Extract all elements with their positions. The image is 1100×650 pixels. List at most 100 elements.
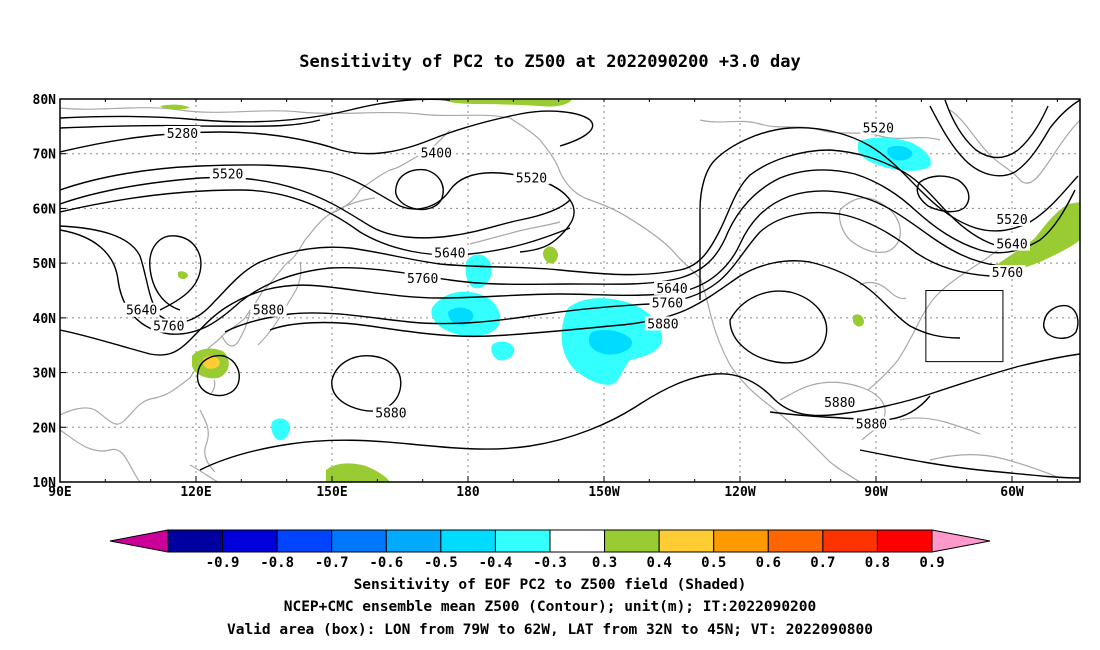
contour-label: 5640	[126, 304, 157, 319]
contour-5400-a	[60, 110, 594, 155]
lon-tick-label: 120E	[180, 485, 211, 500]
contour-label-bg	[994, 236, 1030, 251]
contour-5400-right-b	[944, 99, 1049, 159]
shade-neg-03-small-b	[271, 418, 291, 441]
contour-label: 5520	[996, 213, 1027, 228]
lat-tick-label: 50N	[33, 257, 57, 272]
contour-label: 5520	[516, 171, 547, 186]
contour-label-bg	[989, 264, 1026, 279]
colorbar-segment	[385, 529, 442, 553]
contour-label: 5640	[656, 282, 687, 297]
colorbar-segment	[604, 529, 660, 553]
contour-5280-b	[60, 119, 321, 129]
contour-5880-na	[729, 290, 828, 364]
lon-tick-label: 90E	[48, 485, 71, 500]
coastline-philippines	[199, 409, 216, 473]
contour-5520-taiwan-loop	[196, 354, 240, 397]
coastline-aleutians	[469, 221, 561, 245]
lon-tick-label: 60W	[1000, 485, 1024, 500]
contour-label-bg	[164, 126, 201, 141]
contour-5880-bottom	[859, 449, 1080, 479]
colorbar-tick-label: -0.5	[424, 555, 458, 571]
colorbar-segment	[440, 529, 496, 553]
contour-5280	[60, 99, 451, 123]
colorbar-under-triangle	[109, 529, 169, 553]
lon-tick-label: 120W	[724, 485, 755, 500]
coastline-borneo	[189, 464, 219, 482]
shade-pos-03-arctic-west	[160, 104, 190, 110]
contour-label: 5520	[212, 168, 243, 183]
colorbar-tick-label: 0.8	[865, 555, 890, 571]
colorbar-over-triangle	[931, 529, 991, 553]
colorbar-tick-label: -0.8	[260, 555, 294, 571]
contour-label-bg	[821, 395, 858, 410]
contour-5400-right	[916, 175, 970, 213]
contour-label-bg	[1075, 359, 1080, 374]
contour-label: 5760	[652, 297, 683, 312]
caption-line-2: NCEP+CMC ensemble mean Z500 (Contour); u…	[284, 599, 817, 615]
contour-5400-loop	[394, 168, 444, 211]
contour-label-bg	[853, 416, 890, 431]
coastline-japan	[257, 261, 302, 346]
coastline-great-lakes	[859, 281, 907, 300]
lat-tick-label: 20N	[33, 421, 57, 436]
shade-pos-03-pacific-north	[543, 246, 558, 264]
contour-label-bg	[150, 318, 187, 333]
lat-tick-label: 40N	[33, 312, 57, 327]
contour-5760-a	[60, 190, 1001, 356]
contour-label: 5880	[375, 407, 406, 422]
colorbar-segment	[658, 529, 715, 553]
lat-tick-label: 60N	[33, 202, 57, 217]
contour-5640-b	[60, 169, 1076, 335]
coastline-greenland	[949, 109, 1080, 184]
coastline-hudson-bay	[838, 197, 901, 253]
colorbar-tick-label: -0.7	[315, 555, 349, 571]
colorbar-segment	[494, 529, 551, 553]
figure-title: Sensitivity of PC2 to Z500 at 2022090200…	[299, 52, 801, 72]
contour-label: 5280	[167, 127, 198, 142]
contour-label-bg	[123, 302, 160, 317]
map-grid	[60, 99, 1080, 482]
colorbar-segment	[167, 529, 224, 553]
contour-label: 5400	[421, 147, 452, 162]
coastline-alaska	[509, 117, 701, 279]
coastline-south-america	[929, 454, 1061, 479]
colorbar: -0.9 -0.8 -0.7 -0.6 -0.5 -0.4 -0.3 0.3 0.4 0.5 0.6…	[109, 529, 991, 571]
contour-label: 5880	[1078, 361, 1100, 376]
contour-label-bg	[250, 302, 287, 317]
colorbar-tick-label: 0.9	[919, 555, 944, 571]
map-axes: 90E 120E 150E 180 150W 120W 90W 60W 80N 70N 60N 50N…	[33, 93, 1058, 500]
colorbar-segment	[876, 529, 933, 553]
contour-5400-b	[60, 164, 575, 253]
contour-5520-a	[60, 176, 571, 239]
shade-pos-03-pacific-south	[326, 463, 390, 482]
contour-label-bg	[372, 405, 409, 420]
contour-label-bg	[644, 316, 681, 331]
lon-tick-label: 150E	[316, 485, 347, 500]
contour-label: 5520	[863, 122, 894, 137]
coastline-indochina	[60, 429, 141, 482]
shade-neg-04-dateline	[448, 307, 474, 325]
colorbar-segment	[331, 529, 387, 553]
valid-area-box	[925, 290, 1004, 363]
contour-5880-loop	[331, 355, 402, 412]
contour-label: 5880	[856, 418, 887, 433]
contour-label-bg	[654, 280, 690, 295]
colorbar-tick-label: -0.6	[369, 555, 403, 571]
colorbar-tick-label: 0.6	[756, 555, 781, 571]
contour-label-bg	[404, 271, 441, 286]
map-frame	[59, 98, 1081, 483]
contour-5640-loop	[149, 235, 202, 311]
coastline-taiwan	[209, 379, 216, 396]
contour-label-bg	[994, 211, 1030, 226]
contour-5880-south	[199, 353, 1080, 471]
contour-5880-a	[269, 260, 961, 339]
contour-label-bg	[209, 166, 246, 181]
shade-neg-03-dateline-north	[465, 254, 492, 289]
contour-label: 5880	[647, 317, 678, 332]
colorbar-tick-label: -0.9	[206, 555, 240, 571]
colorbar-segment	[276, 529, 333, 553]
shade-pos-03-small-island	[178, 271, 188, 279]
contour-label-bg	[513, 170, 550, 185]
